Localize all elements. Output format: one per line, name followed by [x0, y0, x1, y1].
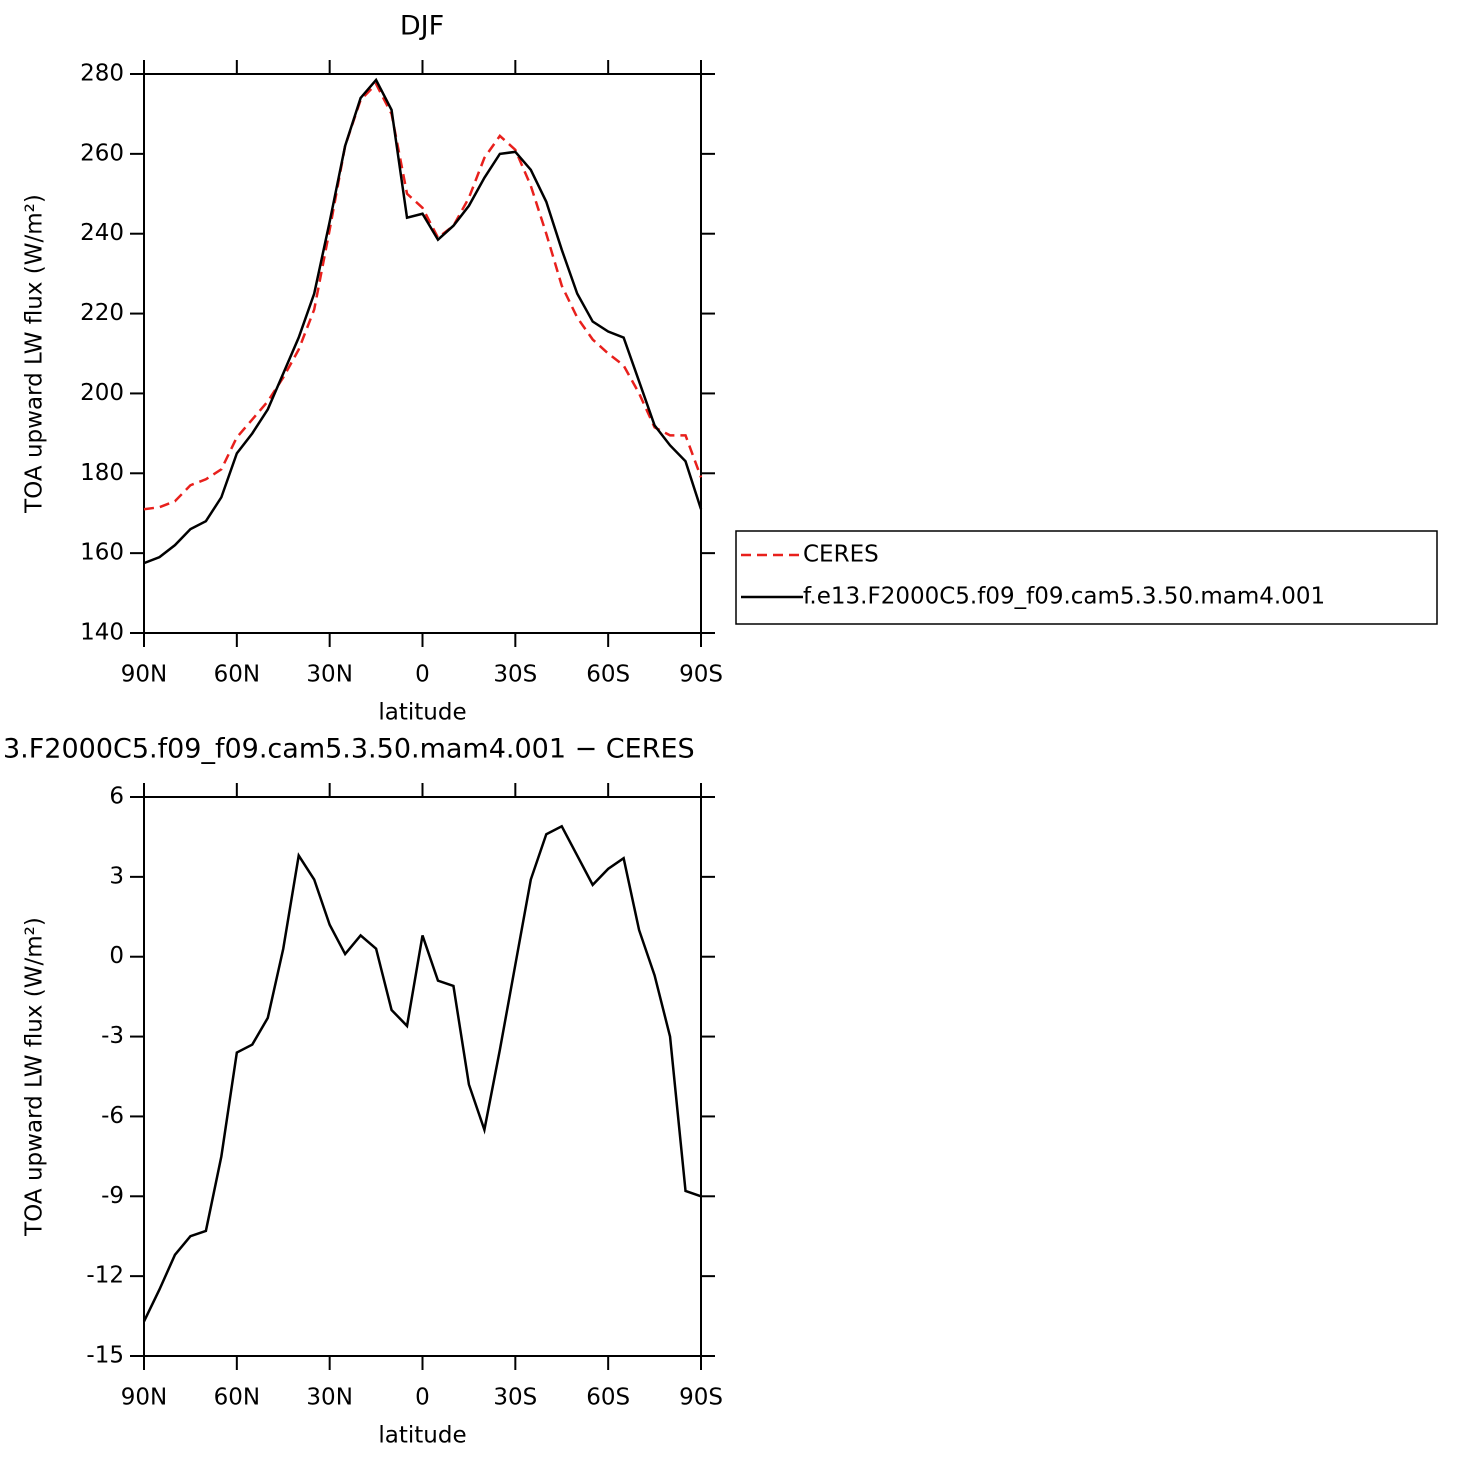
x-tick-label: 60S: [586, 1385, 630, 1411]
y-tick-label: 0: [109, 943, 124, 969]
y-axis-label: TOA upward LW flux (W/m²): [22, 194, 48, 514]
chart-title: DJF: [400, 11, 444, 42]
x-tick-label: 90N: [121, 1385, 167, 1411]
y-tick-label: 220: [80, 300, 124, 326]
plot-frame: [143, 796, 702, 1357]
y-tick-label: 280: [80, 61, 124, 87]
legend-box: [735, 530, 1438, 625]
x-tick-label: 30N: [306, 662, 352, 688]
y-tick-label: 240: [80, 220, 124, 246]
y-tick-label: 160: [80, 540, 124, 566]
y-tick-label: -12: [86, 1263, 124, 1289]
x-axis-label: latitude: [378, 1423, 466, 1449]
x-tick-label: 90S: [679, 662, 723, 688]
chart-title: 3.F2000C5.f09_f09.cam5.3.50.mam4.001 − C…: [3, 734, 695, 765]
x-tick-label: 90S: [679, 1385, 723, 1411]
data-line: [143, 77, 703, 565]
x-tick-label: 30S: [493, 1385, 537, 1411]
x-tick-label: 60N: [214, 662, 260, 688]
y-tick-label: -15: [86, 1343, 124, 1369]
x-tick-label: 0: [415, 662, 430, 688]
data-line: [143, 81, 703, 511]
y-tick-label: 180: [80, 460, 124, 486]
x-tick-label: 60S: [586, 662, 630, 688]
x-tick-label: 30N: [306, 1385, 352, 1411]
y-tick-label: -3: [101, 1023, 124, 1049]
plot-frame: [143, 73, 702, 634]
y-tick-label: 260: [80, 140, 124, 166]
x-tick-label: 0: [415, 1385, 430, 1411]
y-tick-label: -9: [101, 1183, 124, 1209]
x-tick-label: 30S: [493, 662, 537, 688]
legend-label: f.e13.F2000C5.f09_f09.cam5.3.50.mam4.001: [803, 584, 1325, 610]
x-tick-label: 90N: [121, 662, 167, 688]
y-tick-label: 140: [80, 620, 124, 646]
y-tick-label: 200: [80, 380, 124, 406]
legend-label: CERES: [803, 542, 879, 568]
y-tick-label: -6: [101, 1103, 124, 1129]
y-tick-label: 6: [109, 784, 124, 810]
y-tick-label: 3: [109, 863, 124, 889]
x-tick-label: 60N: [214, 1385, 260, 1411]
y-axis-label: TOA upward LW flux (W/m²): [22, 917, 48, 1237]
x-axis-label: latitude: [378, 700, 466, 726]
data-line: [142, 824, 702, 1322]
